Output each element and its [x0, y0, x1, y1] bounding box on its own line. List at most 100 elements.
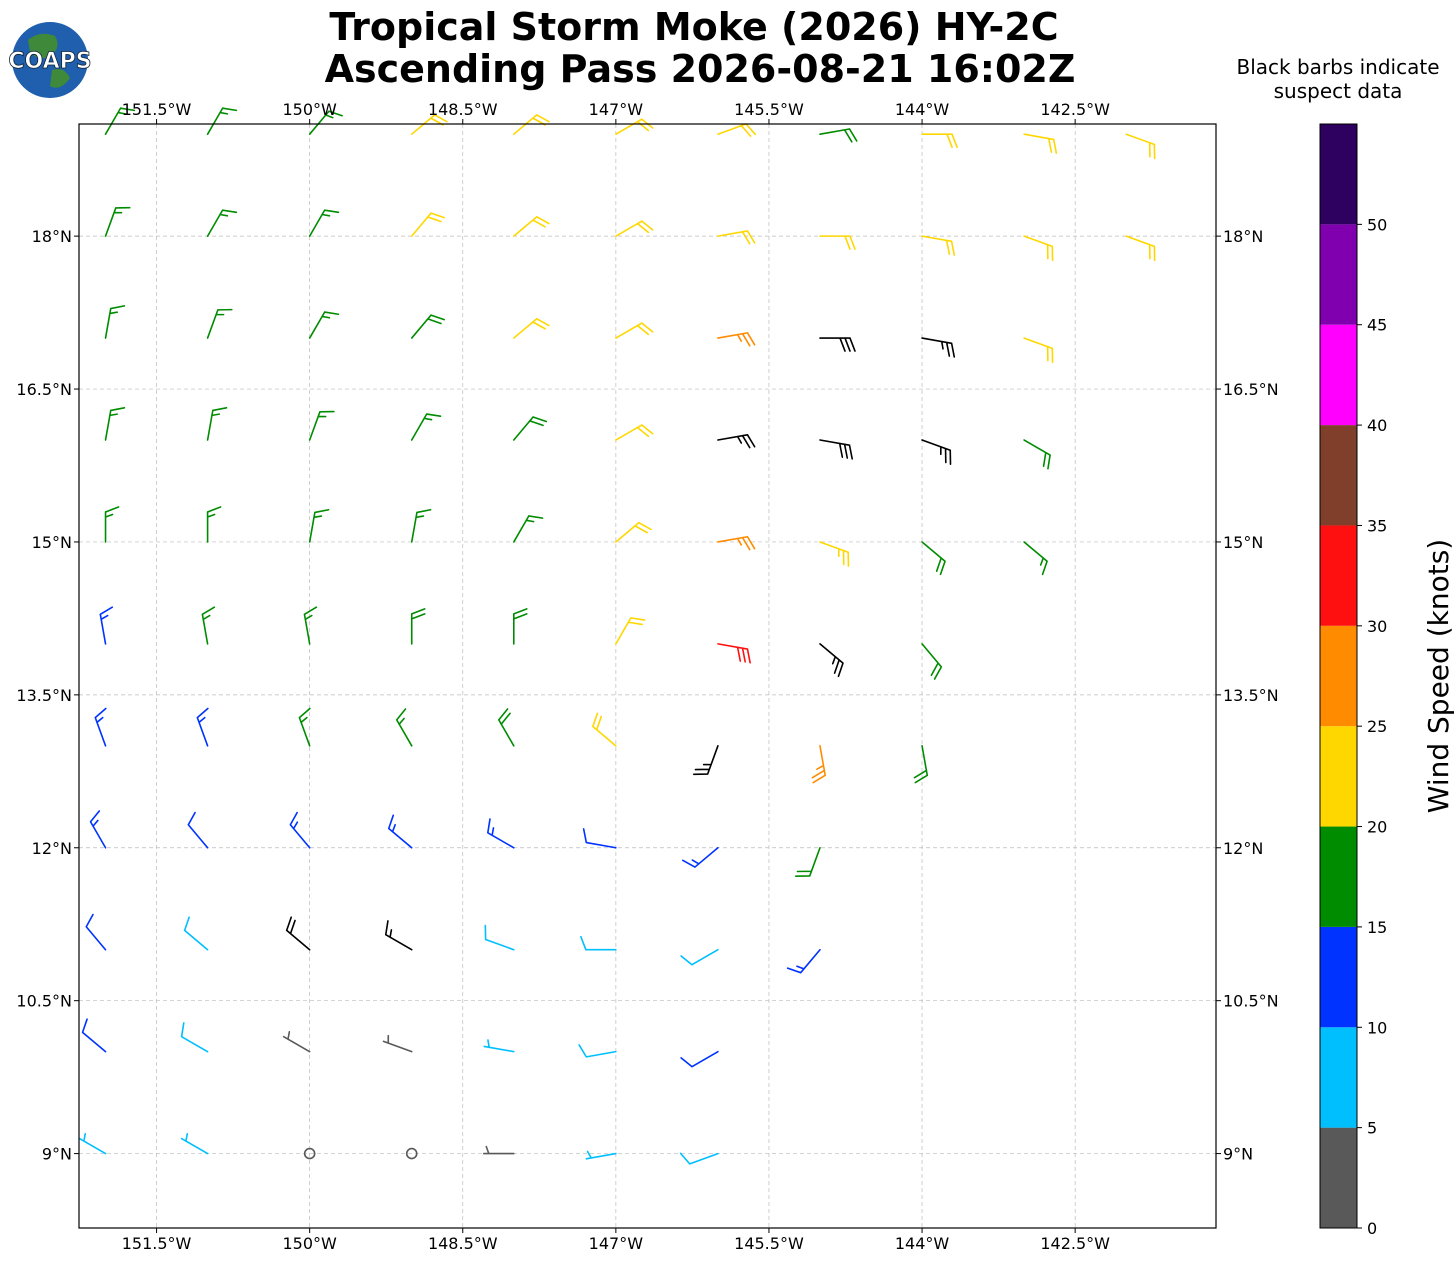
- calm-barb: [405, 1147, 418, 1160]
- wind-barb: [81, 1018, 107, 1053]
- wind-barb: [497, 708, 515, 747]
- wind-barb: [206, 506, 222, 543]
- colorbar-bin: [1320, 1127, 1357, 1228]
- wind-barb: [1125, 235, 1156, 262]
- wind-barb: [512, 608, 528, 645]
- wind-barb: [921, 643, 943, 680]
- logo-text: COAPS: [8, 49, 91, 74]
- wind-barb: [615, 322, 654, 339]
- wind-barb: [1023, 439, 1051, 470]
- suspect-wind-barb: [921, 337, 956, 358]
- wind-barb: [615, 617, 646, 645]
- wind-barb: [410, 508, 432, 543]
- wind-barb: [308, 110, 343, 135]
- colorbar-bin: [1320, 1027, 1357, 1128]
- wind-barb: [104, 206, 131, 237]
- wind-barb: [104, 107, 136, 135]
- wind-barb: [582, 828, 617, 849]
- wind-barb: [94, 707, 107, 747]
- lon-tick-label: 144°W: [895, 1234, 950, 1253]
- colorbar-tick-label: 40: [1367, 416, 1387, 435]
- colorbar-tick-label: 15: [1367, 918, 1387, 937]
- colorbar-tick-label: 25: [1367, 717, 1387, 736]
- wind-barb: [913, 745, 929, 784]
- wind-barb: [308, 209, 340, 237]
- logo-land: [28, 33, 70, 88]
- colorbar-tick-label: 30: [1367, 617, 1387, 636]
- lat-tick-label: 10.5°N: [1223, 992, 1279, 1011]
- wind-barb: [196, 707, 209, 747]
- lat-tick-label: 16.5°N: [16, 380, 72, 399]
- wind-barb: [615, 118, 654, 135]
- wind-barb: [183, 916, 209, 951]
- wind-barb: [679, 1152, 719, 1165]
- wind-barb: [811, 745, 826, 784]
- wind-barb: [512, 515, 544, 543]
- note-line: Black barbs indicate: [1237, 55, 1440, 79]
- wind-barb: [187, 811, 209, 849]
- wind-barb: [1023, 235, 1054, 262]
- wind-barb: [410, 608, 426, 645]
- lat-tick-label: 12°N: [1223, 839, 1263, 858]
- wind-barb: [1125, 133, 1156, 160]
- wind-barb: [89, 810, 107, 849]
- calm-barb: [303, 1147, 316, 1160]
- wind-barb: [680, 948, 719, 966]
- wind-barb: [382, 1034, 413, 1053]
- wind-barb: [1023, 541, 1048, 576]
- colorbar-label: Wind Speed (knots): [1422, 539, 1455, 813]
- wind-barb: [78, 1132, 107, 1155]
- wind-barb: [180, 1022, 209, 1053]
- lon-tick-label: 147°W: [589, 100, 644, 119]
- wind-barb: [308, 311, 340, 339]
- colorbar-bin: [1320, 124, 1357, 225]
- wind-barb: [578, 1044, 617, 1058]
- lon-tick-label: 151.5°W: [122, 100, 192, 119]
- wind-barb: [681, 846, 719, 868]
- suspect-wind-barb: [717, 434, 756, 449]
- colorbar-bin: [1320, 425, 1357, 526]
- wind-barb: [512, 216, 550, 237]
- wind-barb: [308, 410, 335, 441]
- colorbar-tick-label: 45: [1367, 316, 1387, 335]
- lon-tick-label: 145.5°W: [734, 1234, 804, 1253]
- wind-barb: [410, 314, 445, 339]
- note-line: suspect data: [1274, 79, 1403, 103]
- colorbar-tick-label: 10: [1367, 1018, 1387, 1037]
- lon-tick-label: 150°W: [282, 100, 337, 119]
- wind-barb: [282, 1031, 311, 1053]
- wind-barb: [303, 606, 318, 645]
- suspect-wind-barb: [819, 337, 856, 352]
- colorbar-tick-label: 5: [1367, 1119, 1377, 1138]
- wind-barb: [592, 712, 617, 747]
- lat-tick-label: 16.5°N: [1223, 380, 1279, 399]
- lat-tick-label: 18°N: [32, 227, 72, 246]
- wind-barb: [717, 535, 756, 551]
- lat-tick-label: 15°N: [32, 533, 72, 552]
- wind-barb: [201, 606, 216, 645]
- wind-barb: [615, 220, 654, 237]
- wind-barb: [819, 128, 858, 143]
- lat-tick-label: 9°N: [1223, 1145, 1253, 1164]
- wind-barb: [1023, 337, 1054, 364]
- lat-tick-label: 9°N: [42, 1145, 72, 1164]
- lat-tick-label: 18°N: [1223, 227, 1263, 246]
- wind-barb: [819, 541, 850, 567]
- lat-tick-label: 12°N: [32, 839, 72, 858]
- title: Tropical Storm Moke (2026) HY-2C: [329, 5, 1058, 49]
- colorbar-bin: [1320, 224, 1357, 325]
- colorbar-bin: [1320, 324, 1357, 426]
- lon-tick-label: 148.5°W: [428, 1234, 498, 1253]
- colorbar-tick-label: 50: [1367, 215, 1387, 234]
- subtitle: Ascending Pass 2026-08-21 16:02Z: [325, 47, 1076, 91]
- wind-barb: [104, 305, 126, 339]
- wind-barb: [308, 508, 330, 543]
- colorbar-tick-label: 0: [1367, 1219, 1377, 1238]
- wind-barb: [585, 1150, 617, 1160]
- wind-barb: [104, 407, 126, 441]
- plot-frame: [78, 123, 1217, 1229]
- colorbar-tick-label: 20: [1367, 818, 1387, 837]
- wind-barb: [795, 846, 821, 878]
- wind-barb: [1023, 133, 1058, 154]
- wind-barb: [482, 1145, 515, 1155]
